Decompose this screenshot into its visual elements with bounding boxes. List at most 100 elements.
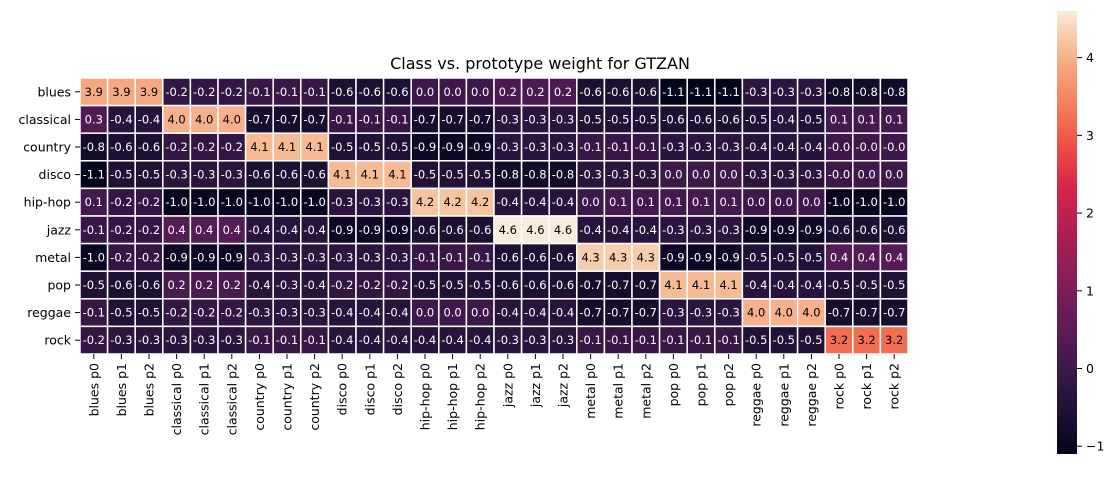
heatmap-cell (106, 270, 136, 300)
cell-value-label: -0.1 (690, 333, 712, 347)
cell-value-label: -0.7 (441, 112, 463, 126)
cell-value-label: 4.1 (719, 278, 737, 292)
cell-value-label: -0.6 (552, 278, 574, 292)
cell-value-label: -0.4 (745, 278, 767, 292)
heatmap-cell (686, 298, 716, 328)
cell-value-label: 0.4 (223, 223, 241, 237)
cell-value-label: -0.2 (359, 278, 381, 292)
heatmap-cell (686, 77, 716, 107)
cell-value-label: 0.4 (195, 223, 213, 237)
y-tick-label: metal (35, 250, 71, 265)
cell-value-label: -0.5 (83, 278, 105, 292)
cell-value-label: -0.5 (828, 278, 850, 292)
cell-value-label: -0.6 (110, 140, 132, 154)
heatmap-cell (852, 270, 882, 300)
cell-value-label: -0.9 (359, 223, 381, 237)
cell-value-label: -0.3 (690, 306, 712, 320)
heatmap-cell (548, 325, 578, 355)
cell-value-label: -0.3 (221, 333, 243, 347)
cell-value-label: 4.0 (167, 112, 185, 126)
heatmap-cell (244, 298, 274, 328)
heatmap-cell (879, 160, 909, 190)
x-tick-label: disco p0 (335, 363, 350, 415)
cell-value-label: -0.2 (165, 140, 187, 154)
cell-value-label: -0.3 (331, 195, 353, 209)
cell-value-label: -0.5 (414, 278, 436, 292)
cell-value-label: 0.0 (443, 306, 461, 320)
cell-value-label: -0.6 (359, 85, 381, 99)
colorbar: −1 0 1 2 3 4 (1057, 11, 1104, 454)
cell-value-label: -0.3 (662, 140, 684, 154)
cell-value-label: -0.6 (497, 278, 519, 292)
x-tick-label: metal p2 (638, 363, 653, 419)
cell-value-label: -0.9 (745, 223, 767, 237)
cell-value-label: 3.2 (885, 333, 903, 347)
heatmap-cell (355, 242, 385, 272)
cell-value-label: -0.1 (386, 112, 408, 126)
cell-value-label: -0.6 (331, 85, 353, 99)
cell-value-label: 0.0 (443, 85, 461, 99)
cell-value-label: 0.0 (692, 168, 710, 182)
heatmap-cell (327, 215, 357, 245)
heatmap-cell (741, 187, 771, 217)
cell-value-label: -0.1 (248, 333, 270, 347)
heatmap-cell (79, 270, 109, 300)
x-tick-label: metal p1 (611, 363, 626, 419)
cell-value-label: -0.7 (469, 112, 491, 126)
cell-value-label: -0.3 (138, 333, 160, 347)
x-tick-label: disco p2 (390, 363, 405, 415)
cell-value-label: -0.3 (110, 333, 132, 347)
cell-value-label: 4.2 (471, 195, 489, 209)
cell-value-label: -1.1 (83, 168, 105, 182)
cell-value-label: -0.6 (690, 112, 712, 126)
cell-value-label: -0.5 (441, 278, 463, 292)
cell-value-label: 0.0 (471, 306, 489, 320)
heatmap-cell (244, 160, 274, 190)
heatmap-cell (548, 132, 578, 162)
cell-value-label: -0.4 (579, 223, 601, 237)
heatmap-cell (382, 325, 412, 355)
cell-value-label: -0.2 (193, 306, 215, 320)
cell-value-label: -0.1 (607, 333, 629, 347)
cell-value-label: -0.9 (800, 223, 822, 237)
x-tick-label: jazz p0 (500, 363, 515, 408)
heatmap-cell (382, 270, 412, 300)
cell-value-label: -0.6 (138, 140, 160, 154)
cell-value-label: 0.0 (885, 168, 903, 182)
heatmap-cell (327, 77, 357, 107)
x-tick-label: reggae p2 (804, 363, 819, 427)
cell-value-label: 4.6 (499, 223, 517, 237)
cell-value-label: -0.5 (635, 112, 657, 126)
heatmap-cell (741, 270, 771, 300)
cell-value-label: -0.7 (579, 278, 601, 292)
cell-value-label: 0.0 (581, 195, 599, 209)
cell-value-label: -0.1 (414, 250, 436, 264)
cell-value-label: -0.3 (165, 168, 187, 182)
heatmap-cell (852, 132, 882, 162)
heatmap-cell (879, 242, 909, 272)
cell-value-label: 4.1 (305, 140, 323, 154)
cell-value-label: -0.1 (359, 112, 381, 126)
x-tick-label: hip-hop p1 (445, 363, 460, 430)
cell-value-label: 0.1 (719, 195, 737, 209)
cell-value-label: -0.3 (165, 333, 187, 347)
cell-value-label: -0.4 (773, 140, 795, 154)
heatmap-cell (272, 132, 302, 162)
cell-value-label: -1.1 (717, 85, 739, 99)
cell-value-label: -0.9 (193, 250, 215, 264)
cell-value-label: 0.1 (664, 195, 682, 209)
cell-value-label: -0.5 (745, 333, 767, 347)
heatmap-cell (576, 132, 606, 162)
x-tick-label: country p1 (280, 363, 295, 431)
cell-value-label: -0.6 (110, 278, 132, 292)
cell-value-label: -0.5 (579, 112, 601, 126)
cell-value-label: -0.1 (331, 112, 353, 126)
cell-value-label: -0.1 (635, 140, 657, 154)
heatmap-cell (769, 298, 799, 328)
heatmap-cell-labels: 3.9 3.9 3.9 -0.2 -0.2 -0.2 -0.1 -0.1 -0.1 -0.6 -0.… (83, 85, 906, 347)
cell-value-label: -1.0 (883, 195, 905, 209)
heatmap-cell (300, 242, 330, 272)
cell-value-label: -0.2 (331, 278, 353, 292)
heatmap-cell (79, 242, 109, 272)
cell-value-label: -0.6 (497, 250, 519, 264)
